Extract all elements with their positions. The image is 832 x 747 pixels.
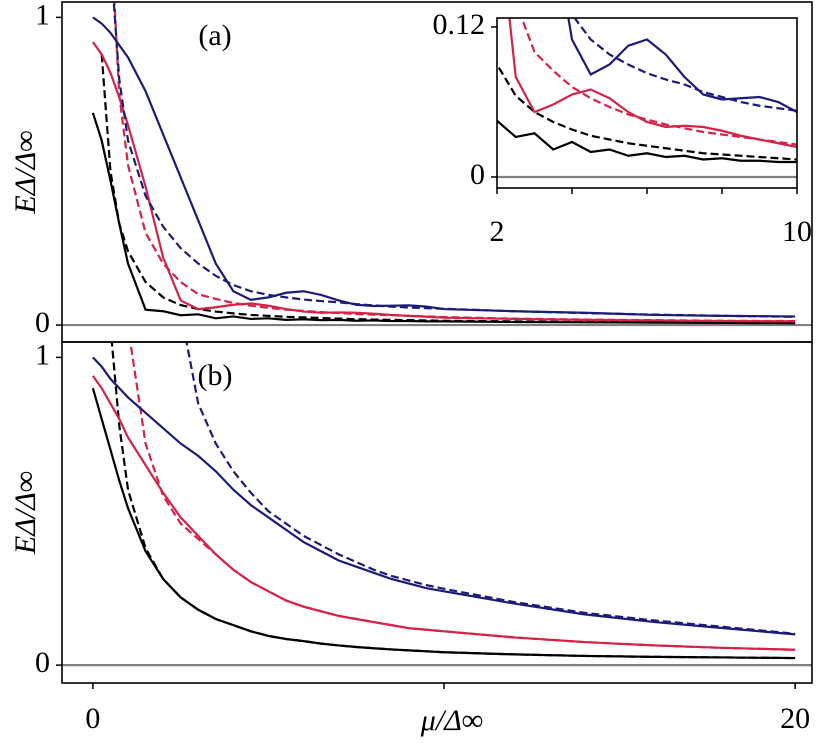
inset-x-tick-label: 10 <box>782 215 812 248</box>
curve <box>497 119 797 164</box>
x-tick-label: 0 <box>85 702 100 735</box>
curve <box>567 18 797 114</box>
x-tick-label: 20 <box>780 702 810 735</box>
inset-y-tick-label: 0.12 <box>433 8 486 41</box>
inset-y-tick-label: 0 <box>470 158 485 191</box>
curve <box>113 2 796 323</box>
inset-background <box>497 18 797 188</box>
y-axis-label: EΔ/Δ∞ <box>9 130 42 214</box>
curve <box>497 60 797 161</box>
curve <box>129 342 796 651</box>
axes-frame <box>61 341 813 684</box>
curve <box>112 2 796 318</box>
panel-label: (a) <box>198 19 231 52</box>
y-tick-label: 0 <box>35 646 50 679</box>
curve <box>100 54 796 325</box>
inset-x-tick-label: 2 <box>490 215 505 248</box>
curve <box>508 18 797 149</box>
curve <box>92 356 796 636</box>
curve <box>185 342 796 635</box>
panel-label: (b) <box>198 359 233 392</box>
curve <box>520 18 797 146</box>
x-axis-label: μ/Δ∞ <box>420 704 483 737</box>
curve <box>91 387 796 660</box>
y-tick-label: 1 <box>35 0 50 31</box>
y-tick-label: 1 <box>35 338 50 371</box>
curve <box>110 342 796 660</box>
y-axis-label: EΔ/Δ∞ <box>9 471 42 555</box>
curve <box>573 18 797 112</box>
y-tick-label: 0 <box>35 306 50 339</box>
